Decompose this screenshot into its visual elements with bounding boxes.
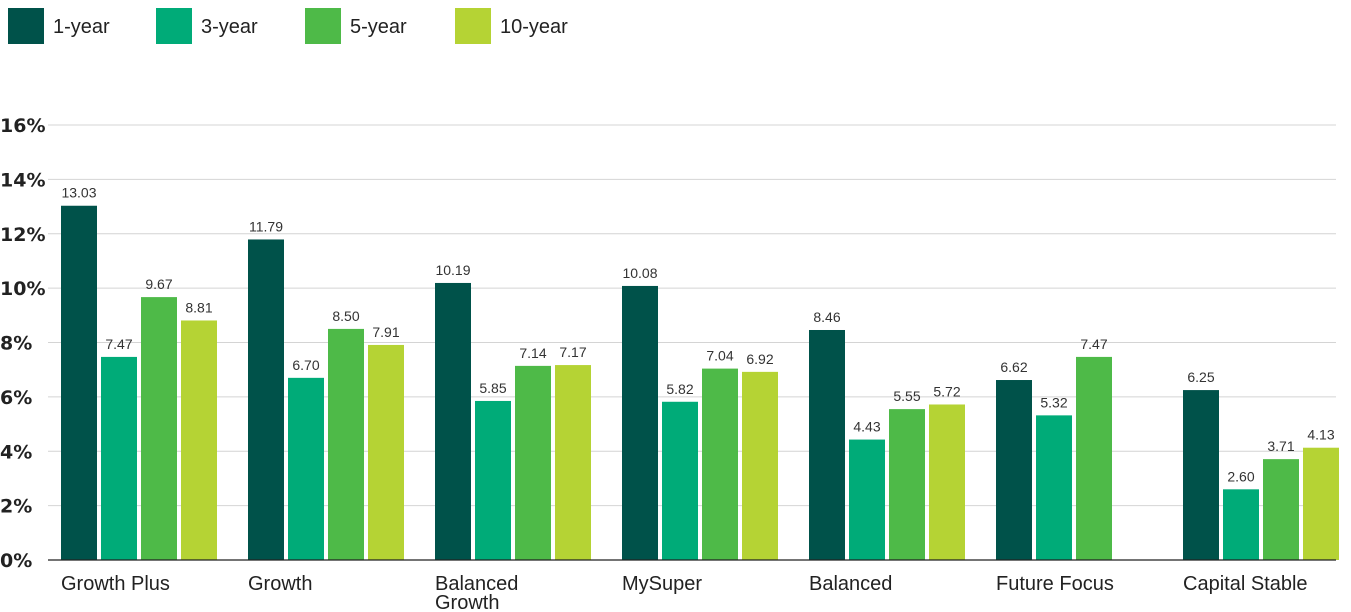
category-label-line: Future Focus bbox=[996, 573, 1114, 595]
data-label: 8.46 bbox=[813, 309, 840, 325]
data-label: 6.70 bbox=[292, 357, 319, 373]
bar-5-year bbox=[1263, 459, 1299, 560]
data-label: 4.43 bbox=[853, 419, 880, 435]
legend-swatch-3-year bbox=[156, 8, 192, 44]
bar-1-year bbox=[809, 329, 845, 560]
bar-5-year bbox=[889, 409, 925, 560]
data-label: 5.82 bbox=[666, 381, 693, 397]
legend-label-10-year: 10-year bbox=[500, 16, 568, 38]
data-label: 8.81 bbox=[185, 299, 212, 315]
category-label: Growth bbox=[248, 573, 312, 595]
category-label-line: MySuper bbox=[622, 573, 702, 595]
data-label: 2.60 bbox=[1227, 468, 1254, 484]
data-label: 7.47 bbox=[1080, 336, 1107, 352]
data-label: 10.19 bbox=[435, 262, 470, 278]
category-label: Capital Stable bbox=[1183, 573, 1308, 595]
bar-5-year bbox=[515, 365, 551, 560]
y-tick-label: 4% bbox=[0, 441, 32, 463]
data-label: 3.71 bbox=[1267, 438, 1294, 454]
bar-10-year bbox=[368, 344, 404, 560]
category-label-line: Balanced bbox=[809, 573, 892, 595]
data-label: 7.91 bbox=[372, 324, 399, 340]
category-label-line: Balanced bbox=[435, 573, 518, 595]
bar-5-year bbox=[141, 297, 177, 560]
data-label: 5.72 bbox=[933, 383, 960, 399]
y-tick-label: 6% bbox=[0, 387, 32, 409]
bar-1-year bbox=[996, 380, 1032, 560]
bar-10-year bbox=[929, 404, 965, 560]
category-label-line: Growth Plus bbox=[61, 573, 170, 595]
data-label: 6.92 bbox=[746, 351, 773, 367]
data-label: 4.13 bbox=[1307, 427, 1334, 443]
data-label: 5.32 bbox=[1040, 394, 1067, 410]
bar-1-year bbox=[435, 282, 471, 560]
bar-3-year bbox=[849, 439, 885, 560]
data-label: 7.17 bbox=[559, 344, 586, 360]
bar-10-year bbox=[555, 365, 591, 560]
data-label: 7.47 bbox=[105, 336, 132, 352]
legend: 1-year 3-year 5-year 10-year bbox=[8, 8, 568, 44]
category-label: Balanced Growth bbox=[435, 573, 518, 612]
category-label: Balanced bbox=[809, 573, 892, 595]
bar-1-year bbox=[622, 285, 658, 560]
bar-10-year bbox=[742, 371, 778, 560]
data-label: 9.67 bbox=[145, 276, 172, 292]
bar-3-year bbox=[475, 400, 511, 560]
bar-5-year bbox=[1076, 356, 1112, 560]
data-label: 7.14 bbox=[519, 345, 546, 361]
y-tick-label: 12% bbox=[0, 224, 45, 246]
y-tick-label: 2% bbox=[0, 496, 32, 518]
bar-10-year bbox=[1303, 447, 1339, 560]
legend-label-1-year: 1-year bbox=[53, 16, 110, 38]
bar-3-year bbox=[101, 356, 137, 560]
data-label: 13.03 bbox=[61, 185, 96, 201]
value-labels: 13.03 7.47 9.67 8.81 11.79 6.70 8.50 7.91 10.19 5… bbox=[61, 185, 1334, 485]
category-label-line: Capital Stable bbox=[1183, 573, 1308, 595]
category-label: Future Focus bbox=[996, 573, 1114, 595]
data-label: 5.85 bbox=[479, 380, 506, 396]
category-label-line: Growth bbox=[435, 592, 499, 612]
bars bbox=[61, 205, 1339, 560]
bar-1-year bbox=[248, 239, 284, 560]
bar-1-year bbox=[1183, 390, 1219, 560]
y-tick-label: 8% bbox=[0, 333, 32, 355]
data-label: 6.25 bbox=[1187, 369, 1214, 385]
legend-swatch-10-year bbox=[455, 8, 491, 44]
bar-3-year bbox=[288, 377, 324, 560]
legend-label-3-year: 3-year bbox=[201, 16, 258, 38]
y-tick-label: 0% bbox=[0, 550, 32, 572]
y-tick-label: 10% bbox=[0, 278, 45, 300]
category-label: MySuper bbox=[622, 573, 702, 595]
bar-3-year bbox=[1036, 415, 1072, 560]
y-axis-ticks: 0% 2% 4% 6% 8% 10% 12% 14% 16% bbox=[0, 115, 45, 572]
bar-3-year bbox=[1223, 489, 1259, 560]
bar-1-year bbox=[61, 205, 97, 560]
y-tick-label: 16% bbox=[0, 115, 45, 137]
data-label: 5.55 bbox=[893, 388, 920, 404]
bar-5-year bbox=[702, 368, 738, 560]
y-tick-label: 14% bbox=[0, 169, 45, 191]
data-label: 7.04 bbox=[706, 348, 733, 364]
bar-5-year bbox=[328, 328, 364, 560]
category-label-line: Growth bbox=[248, 573, 312, 595]
bar-10-year bbox=[181, 320, 217, 560]
data-label: 10.08 bbox=[622, 265, 657, 281]
data-label: 11.79 bbox=[249, 218, 283, 234]
bar-3-year bbox=[662, 401, 698, 560]
category-label: Growth Plus bbox=[61, 573, 170, 595]
data-label: 6.62 bbox=[1000, 359, 1027, 375]
legend-swatch-1-year bbox=[8, 8, 44, 44]
data-label: 8.50 bbox=[332, 308, 359, 324]
legend-swatch-5-year bbox=[305, 8, 341, 44]
legend-label-5-year: 5-year bbox=[350, 16, 407, 38]
